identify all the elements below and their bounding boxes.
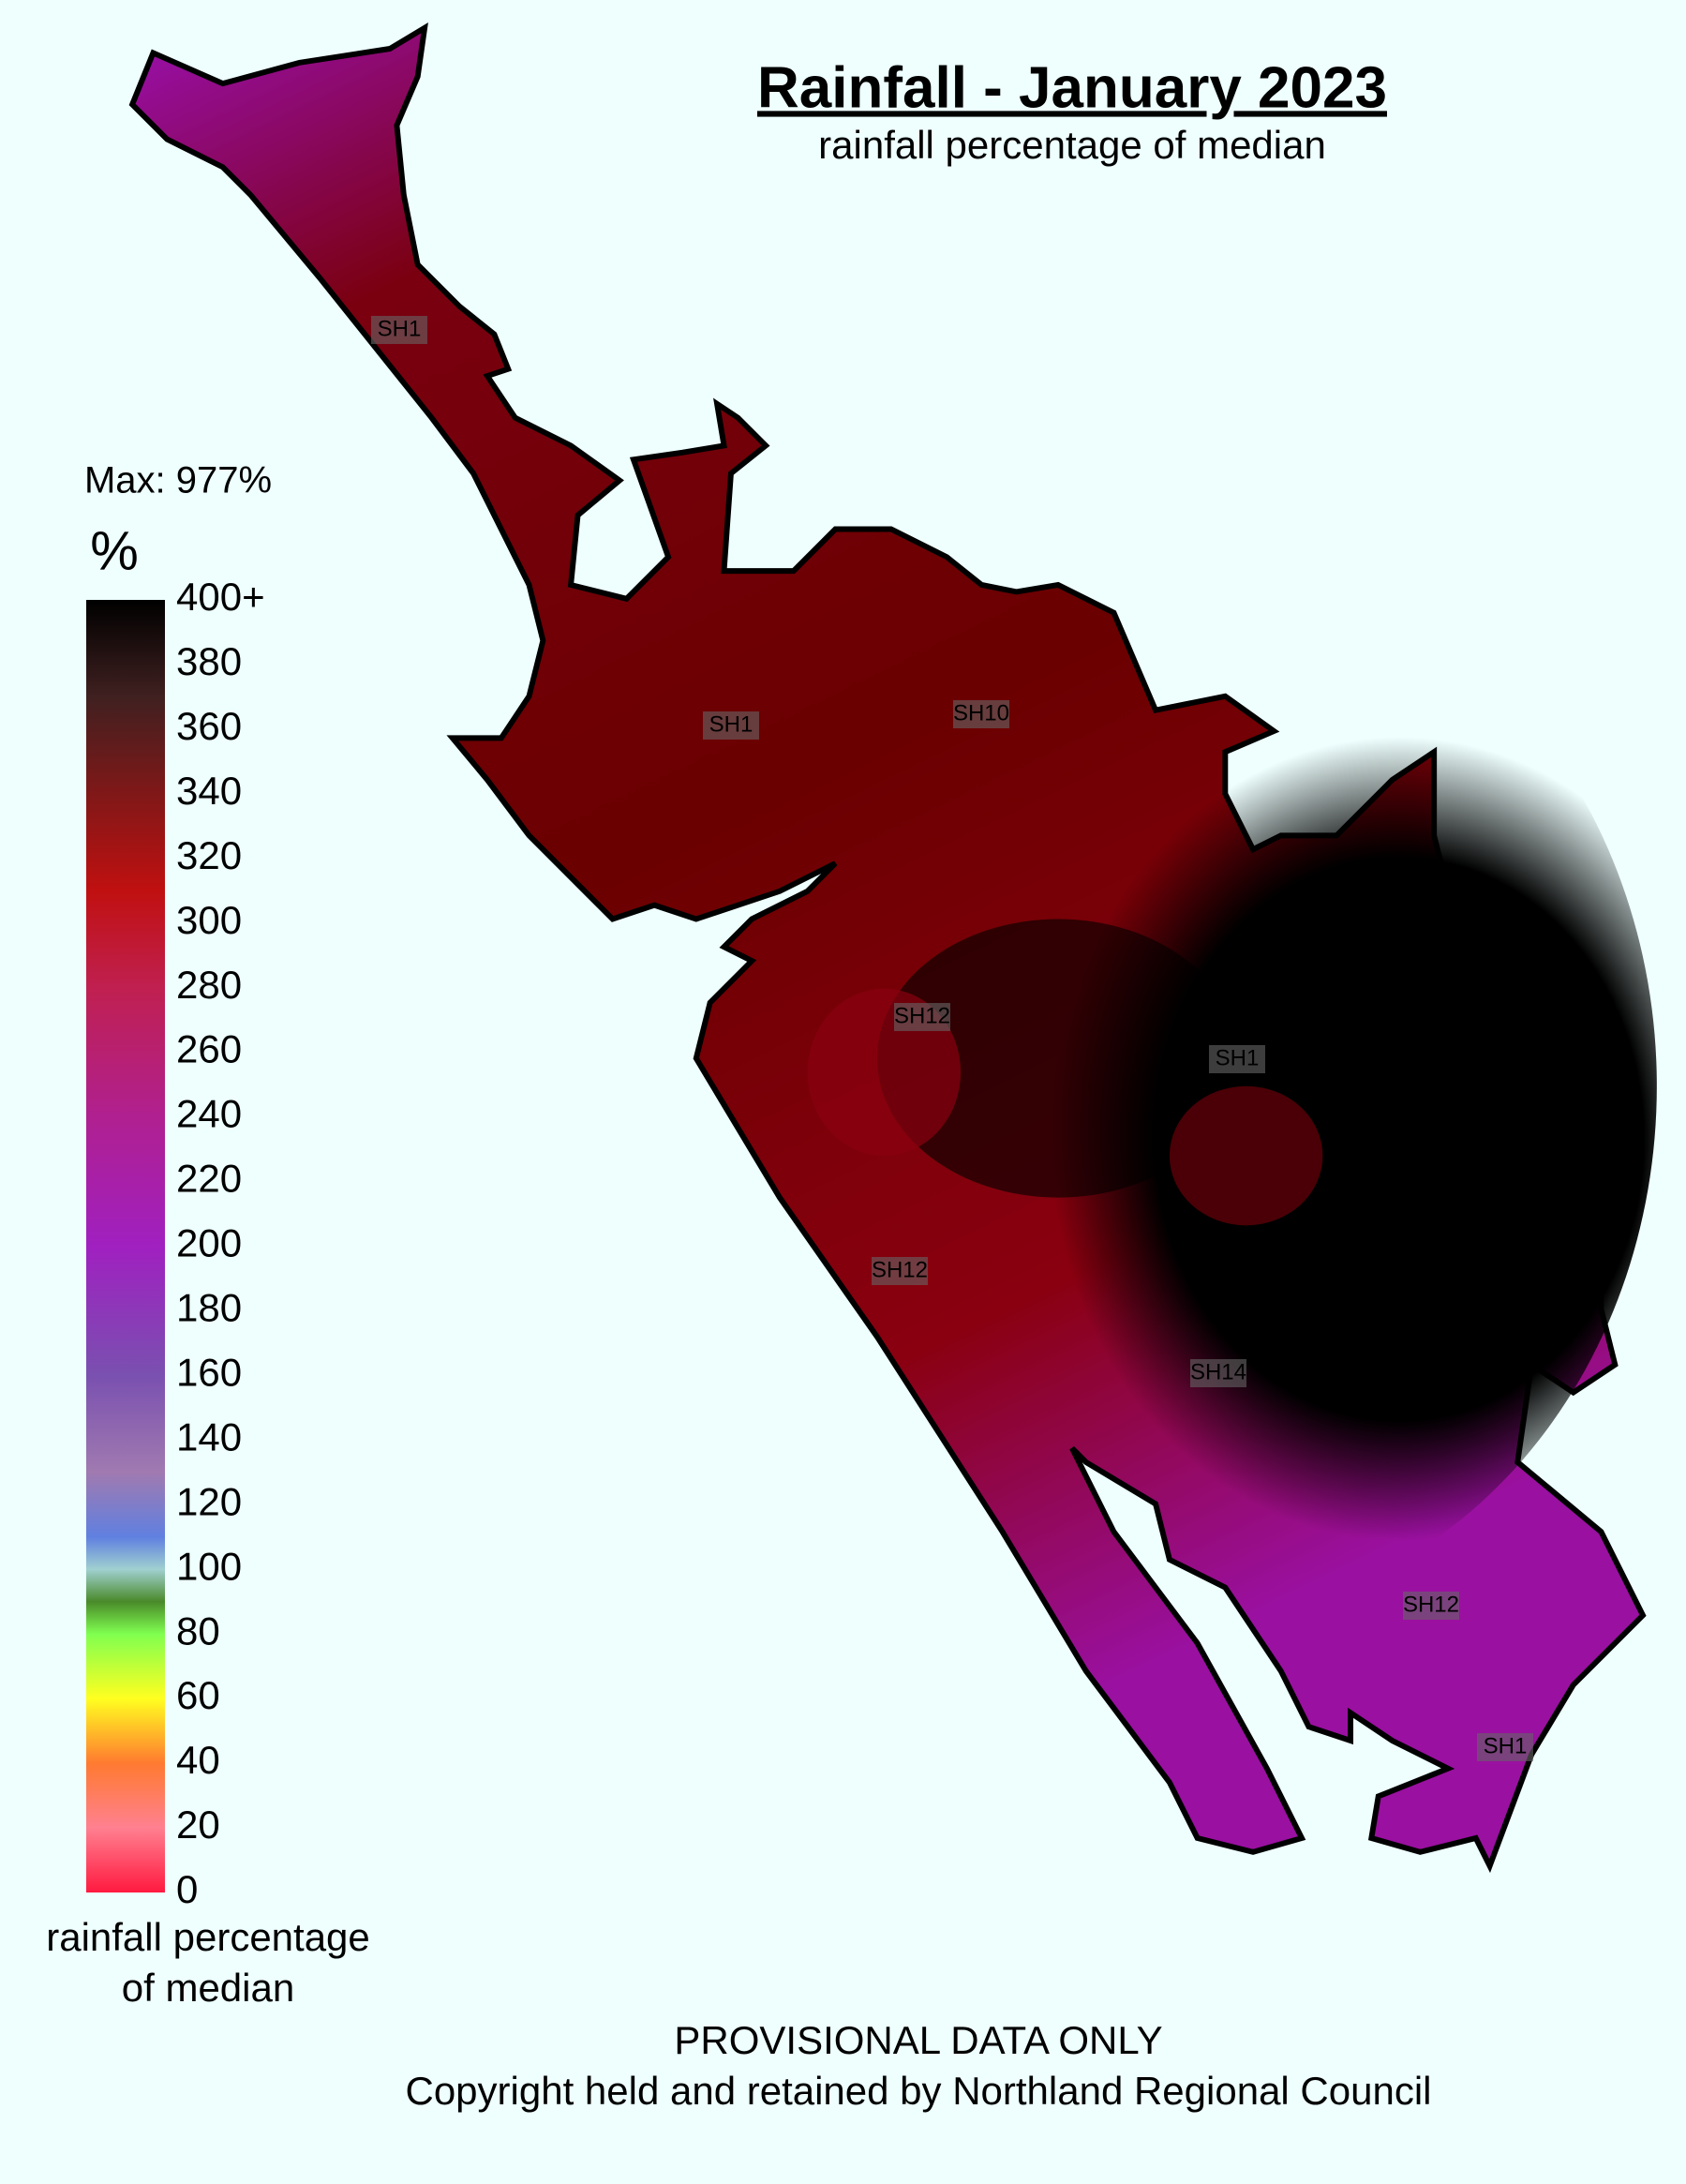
road-label: SH12 [872,1257,928,1282]
road-label-bg [1403,1592,1459,1620]
legend-tick-label: 20 [176,1803,220,1847]
legend-caption: rainfall percentage [46,1915,370,1959]
road-label-bg [703,711,759,740]
high-rainfall-zone [876,919,1240,1198]
legend-tick-label: 120 [176,1479,242,1523]
legend-tick-label: 220 [176,1157,242,1201]
moderate-zone [1169,1085,1323,1226]
legend-tick-label: 360 [176,704,242,748]
road-label-bg [371,316,427,344]
color-bar [86,600,165,1892]
legend-tick-label: 0 [176,1867,198,1911]
road-label-bg [953,700,1009,728]
legend-tick-label: 140 [176,1414,242,1458]
legend-tick-label: 200 [176,1221,242,1265]
legend-tick-label: 320 [176,833,242,877]
map [128,22,1657,1874]
legend-tick-label: 60 [176,1673,220,1717]
legend-tick-label: 240 [176,1092,242,1136]
legend-tick-label: 80 [176,1608,220,1653]
legend-tick-label: 180 [176,1286,242,1330]
subtitle: rainfall percentage of median [818,123,1326,167]
legend-tick-label: 280 [176,963,242,1007]
legend-tick-label: 300 [176,898,242,942]
road-label-bg [1190,1359,1246,1387]
footer-note: PROVISIONAL DATA ONLY [674,2018,1162,2062]
road-label: SH1 [709,711,753,737]
road-label: SH1 [1484,1733,1528,1758]
unit-label: % [90,520,139,581]
max-label: Max: 977% [84,460,272,501]
legend-tick-label: 260 [176,1027,242,1071]
legend-tick-label: 40 [176,1738,220,1782]
legend-tick-label: 340 [176,769,242,813]
road-label: SH1 [1216,1045,1260,1070]
copyright: Copyright held and retained by Northland… [405,2069,1431,2113]
legend-tick-label: 100 [176,1544,242,1588]
road-label: SH1 [378,316,422,341]
road-label-bg [1209,1045,1265,1073]
title: Rainfall - January 2023 [757,55,1387,120]
legend-caption: of median [122,1966,294,2010]
road-label-bg [1477,1733,1533,1761]
legend-tick-label: 380 [176,639,242,683]
legend: 0 20 40 60 80 100 120 140 160 180 200 220 240 260 280 3… [86,575,265,1911]
road-label-bg [872,1257,928,1285]
road-label: SH10 [953,700,1009,726]
road-label-bg [894,1003,950,1031]
road-label: SH12 [1403,1592,1459,1617]
road-label: SH14 [1190,1359,1246,1384]
legend-tick-label: 160 [176,1350,242,1394]
road-label: SH12 [894,1003,950,1028]
legend-tick-label: 400+ [176,575,265,619]
